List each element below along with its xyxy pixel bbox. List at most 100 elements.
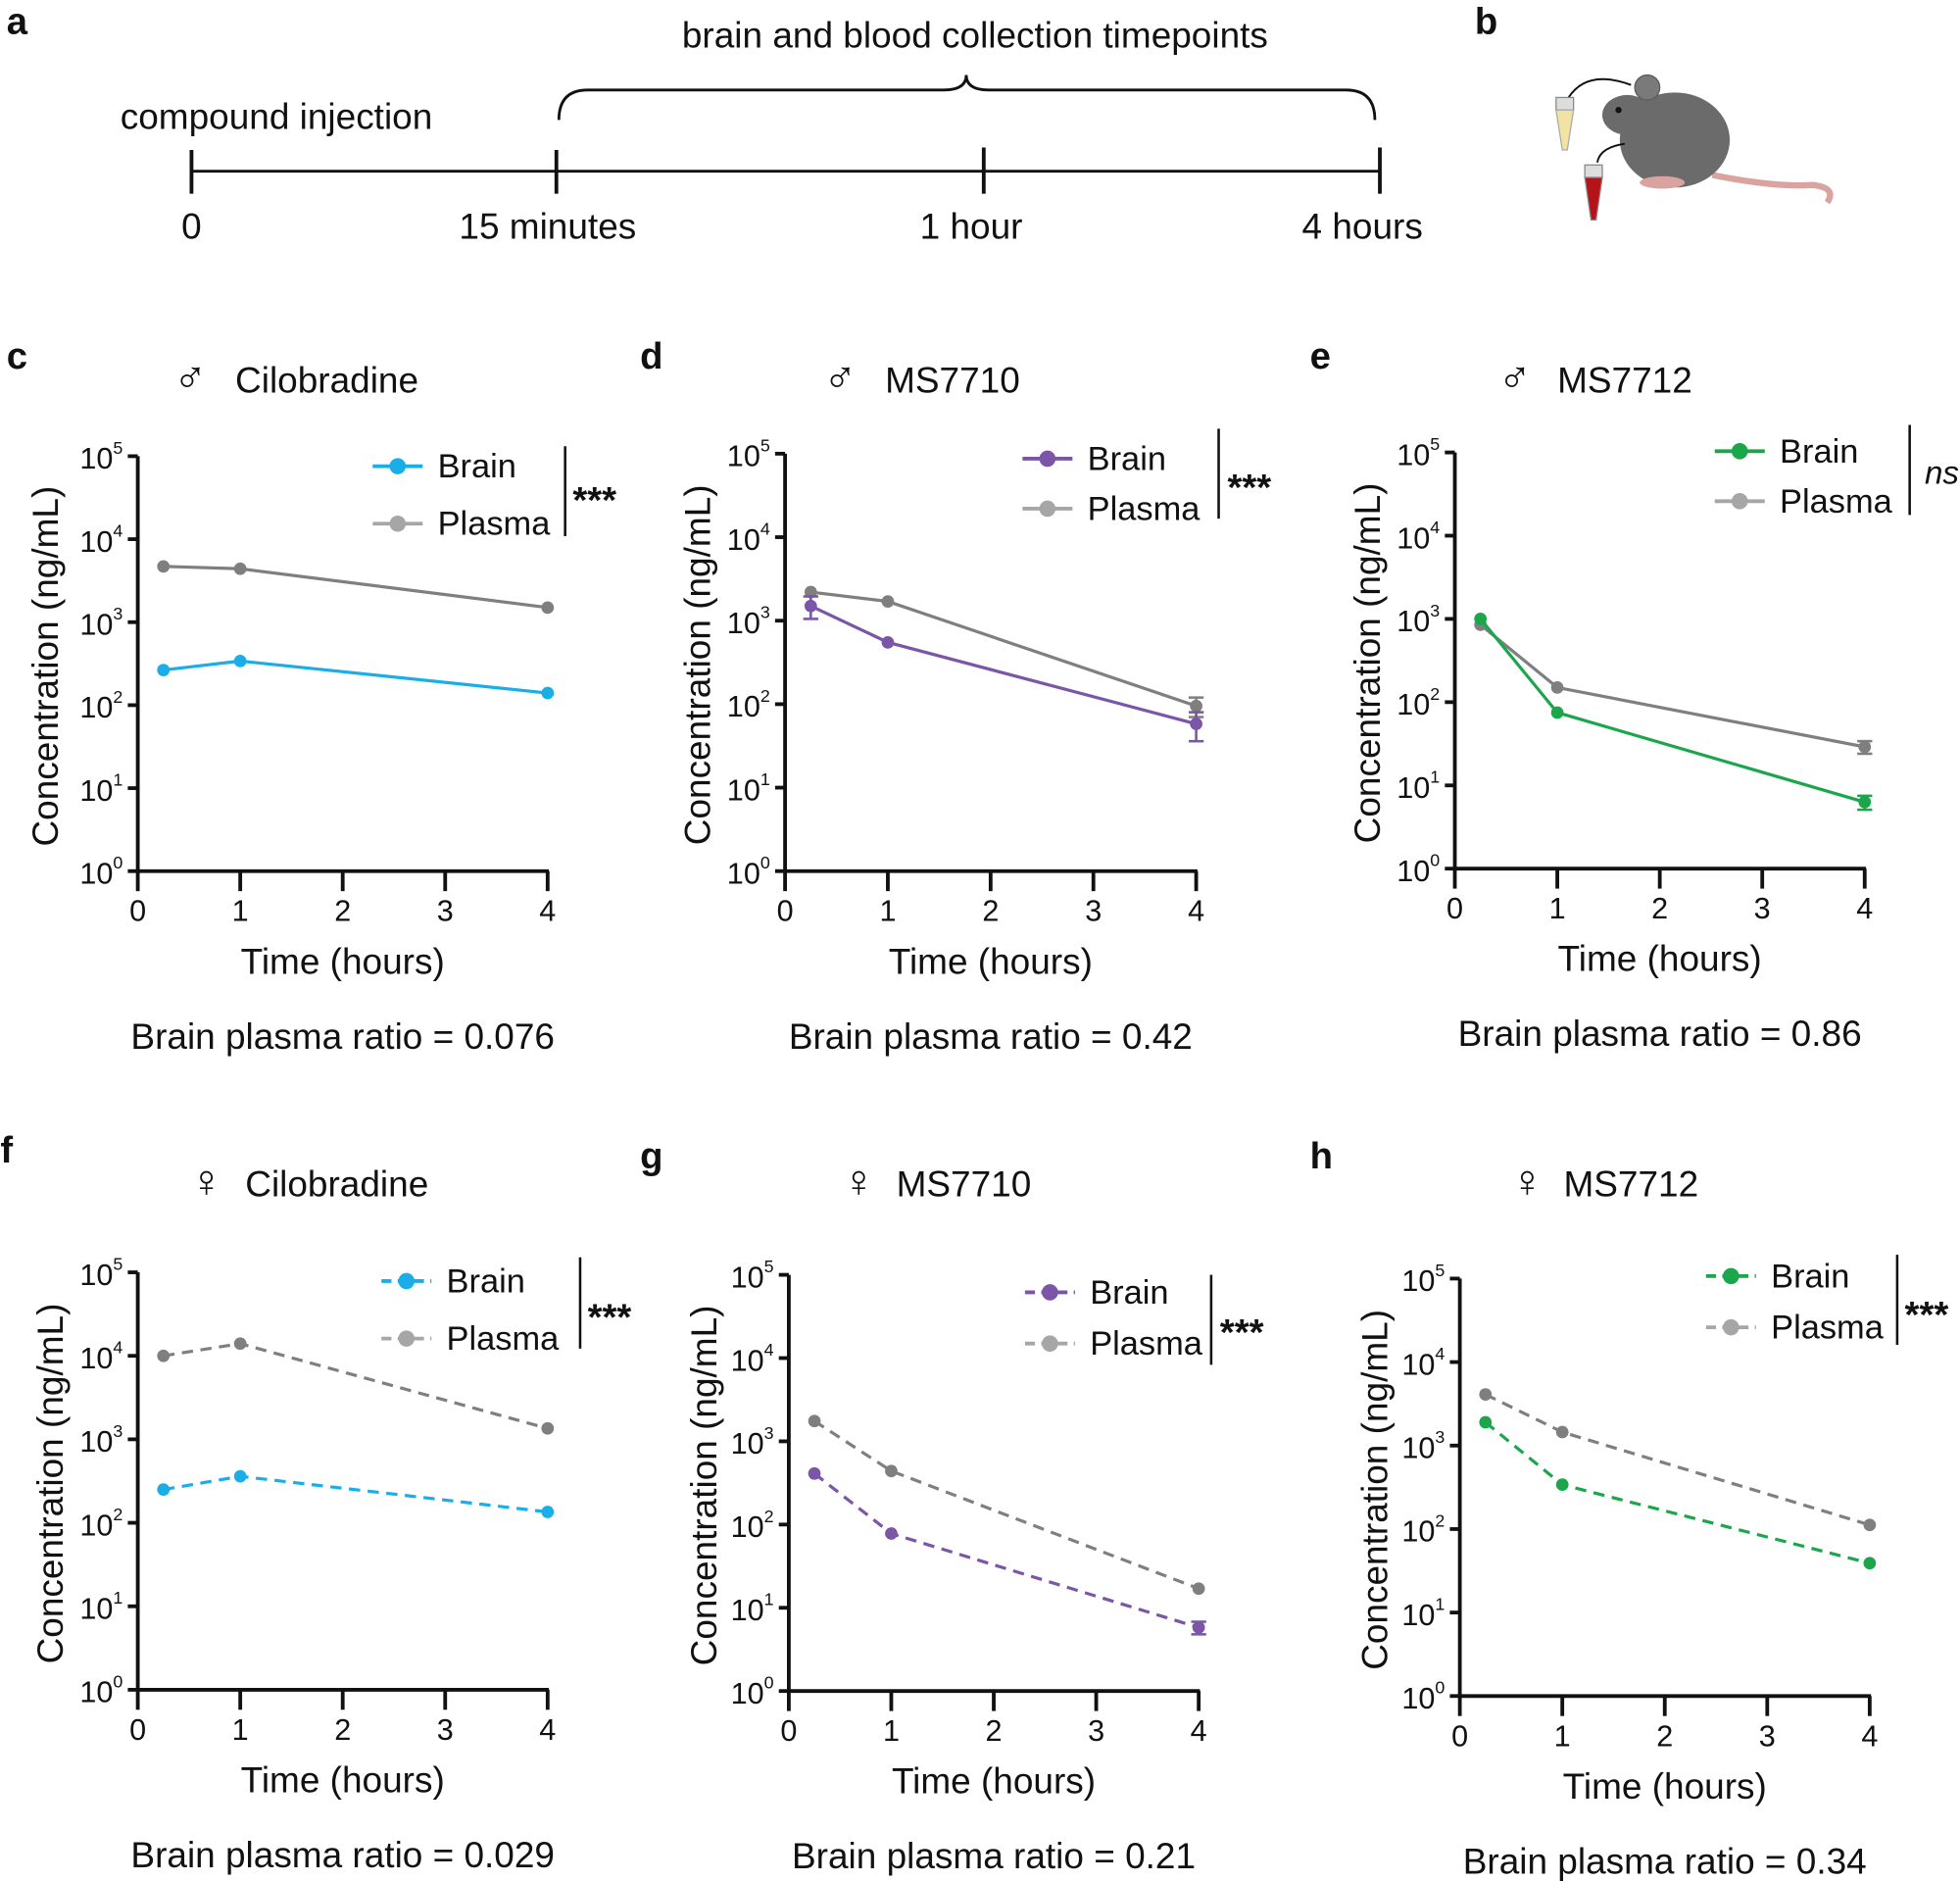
brain-arrow (1567, 77, 1632, 98)
brain-data-point (1479, 1415, 1493, 1429)
mouse-ear (1634, 74, 1661, 101)
panel-label: g (640, 1135, 662, 1177)
chart-title: MS7710 (897, 1163, 1032, 1204)
legend-marker (389, 515, 407, 532)
x-tick-label: 3 (1085, 895, 1102, 928)
x-tick-label: 1 (232, 895, 249, 928)
legend-marker (1042, 1335, 1058, 1353)
y-tick-label: 104 (79, 521, 122, 559)
plasma-data-point (233, 1337, 247, 1351)
y-tick-label: 102 (79, 1505, 122, 1542)
brain-data-point (885, 1527, 898, 1540)
y-tick-label: 105 (727, 435, 770, 472)
brain-tube-icon (1555, 96, 1575, 151)
brain-data-point (881, 635, 895, 649)
significance-label: ns (1925, 455, 1959, 491)
chart-panel-h: h ♀ MS7712 0 1 2 3 4 100 101 102 103 104 105 Time (hou… (1310, 1135, 1949, 1881)
y-tick-label: 101 (1401, 1595, 1445, 1632)
y-tick-label: 104 (731, 1340, 774, 1377)
y-tick-label: 101 (79, 1588, 122, 1625)
plasma-data-point (881, 595, 895, 608)
legend-label: Brain (438, 448, 516, 485)
panel-label: h (1310, 1135, 1333, 1177)
plasma-data-point (157, 1349, 171, 1362)
chart-title: MS7712 (1563, 1163, 1698, 1204)
brain-data-point (1550, 706, 1564, 719)
x-axis-label: Time (hours) (889, 941, 1093, 981)
brain-data-point (1190, 718, 1202, 730)
timepoint-label: 15 minutes (459, 207, 636, 247)
male-symbol-icon: ♂ (823, 351, 857, 402)
legend-label: Plasma (438, 506, 552, 543)
legend-marker (1723, 1318, 1740, 1336)
panel-label: d (640, 335, 662, 377)
legend-marker (398, 1330, 416, 1347)
panel-label: f (0, 1129, 13, 1171)
plasma-data-point (1863, 1518, 1877, 1532)
plasma-series-line (813, 1419, 1200, 1591)
x-tick-label: 4 (1861, 1719, 1878, 1753)
y-tick-label: 102 (727, 686, 770, 723)
male-symbol-icon: ♂ (173, 351, 207, 402)
female-symbol-icon: ♀ (190, 1155, 223, 1206)
brain-data-point (1555, 1478, 1569, 1492)
x-tick-label: 2 (986, 1714, 1003, 1748)
brain-series-line (813, 1472, 1200, 1629)
legend-label: Plasma (1771, 1310, 1885, 1347)
x-tick-label: 3 (1754, 892, 1771, 925)
y-tick-label: 100 (79, 1671, 122, 1708)
mouse-tail (1711, 172, 1834, 205)
plasma-data-point (541, 601, 555, 615)
legend-marker (1042, 1284, 1058, 1301)
x-tick-label: 4 (1188, 895, 1204, 928)
y-tick-label: 100 (731, 1673, 774, 1710)
y-tick-label: 105 (79, 438, 122, 475)
y-tick-label: 101 (1396, 767, 1440, 805)
brain-plasma-ratio: Brain plasma ratio = 0.42 (789, 1016, 1193, 1057)
panel-label: c (7, 335, 27, 377)
brain-series-line (809, 604, 1197, 726)
chart-panel-g: g ♀ MS7710 0 1 2 3 4 100 101 102 103 104 105 Time (hou… (640, 1135, 1263, 1876)
x-tick-label: 3 (437, 895, 454, 928)
y-axis-label: Concentration (ng/mL) (684, 1306, 724, 1666)
plasma-series-line (163, 565, 549, 610)
y-axis-label: Concentration (ng/mL) (1355, 1310, 1396, 1670)
x-tick-label: 3 (1088, 1714, 1104, 1748)
y-axis-label: Concentration (ng/mL) (25, 486, 66, 847)
x-tick-label: 0 (1451, 1719, 1468, 1753)
y-tick-label: 105 (731, 1257, 774, 1294)
y-tick-label: 105 (79, 1254, 122, 1291)
y-tick-label: 100 (727, 853, 770, 890)
charts: c ♂ Cilobradine 0 1 2 3 4 100 101 102 103 104 105 Time… (0, 335, 1959, 1881)
legend-marker (1039, 500, 1056, 518)
panel-label-b: b (1475, 0, 1497, 42)
y-tick-label: 105 (1396, 434, 1440, 471)
collection-brace (557, 74, 1377, 121)
y-tick-label: 100 (1401, 1678, 1445, 1715)
y-tick-label: 102 (1396, 684, 1440, 721)
panel-b-illustration: b (1475, 0, 1834, 222)
brain-series-line (163, 1474, 549, 1514)
y-tick-label: 103 (79, 604, 122, 641)
significance-label: *** (588, 1297, 632, 1339)
legend-label: Brain (1088, 440, 1166, 477)
x-axis-label: Time (hours) (892, 1761, 1096, 1802)
panel-a-timeline: a brain and blood collection timepoints … (7, 0, 1423, 246)
timepoint-label: 1 hour (920, 207, 1023, 247)
plasma-data-point (1479, 1388, 1493, 1401)
y-tick-label: 100 (79, 853, 122, 890)
timepoint-label: 4 hours (1302, 207, 1423, 247)
x-tick-label: 0 (129, 1713, 146, 1747)
chart-title: Cilobradine (235, 360, 418, 400)
plasma-data-point (1550, 681, 1564, 694)
brain-data-point (541, 1506, 555, 1518)
legend-marker (1723, 1267, 1740, 1285)
brain-plasma-ratio: Brain plasma ratio = 0.86 (1458, 1014, 1862, 1054)
male-symbol-icon: ♂ (1498, 351, 1532, 402)
brain-data-point (1863, 1557, 1877, 1570)
mouse-head (1601, 94, 1652, 135)
legend-label: Brain (1771, 1258, 1849, 1295)
legend-marker (1731, 443, 1748, 460)
plasma-data-point (541, 1421, 555, 1435)
timeline-title: brain and blood collection timepoints (682, 15, 1268, 55)
